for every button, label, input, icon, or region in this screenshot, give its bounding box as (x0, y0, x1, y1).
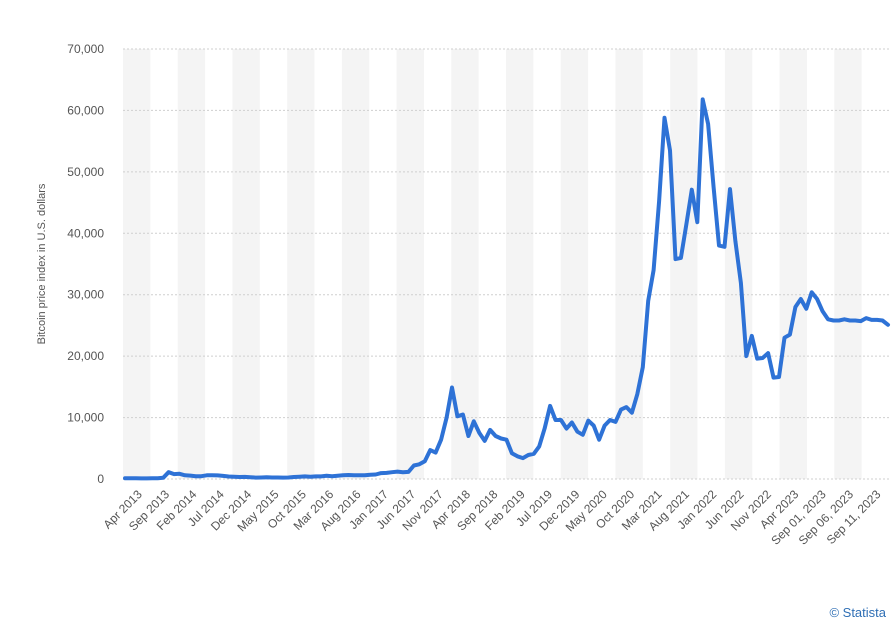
alternating-background-bands (123, 49, 862, 479)
statista-credit[interactable]: © Statista (829, 605, 886, 620)
background-band (396, 49, 424, 479)
y-axis-ticks: 0 10,000 20,000 30,000 40,000 50,000 60,000 70,… (67, 42, 104, 486)
background-band (560, 49, 589, 479)
background-band (506, 49, 534, 479)
y-tick-label: 70,000 (67, 42, 104, 56)
y-tick-label: 60,000 (67, 103, 104, 117)
background-band (341, 49, 370, 479)
background-band (123, 49, 151, 479)
y-tick-label: 10,000 (67, 411, 104, 425)
y-tick-label: 30,000 (67, 288, 104, 302)
series-line (123, 97, 890, 481)
background-band (232, 49, 260, 479)
y-tick-label: 40,000 (67, 226, 104, 240)
background-band (670, 49, 698, 479)
background-band (834, 49, 862, 479)
y-tick-label: 20,000 (67, 349, 104, 363)
y-tick-label: 0 (97, 472, 104, 486)
background-band (779, 49, 807, 479)
y-axis-title: Bitcoin price index in U.S. dollars (36, 183, 48, 344)
background-band (287, 49, 315, 479)
y-tick-label: 50,000 (67, 165, 104, 179)
background-band (177, 49, 206, 479)
